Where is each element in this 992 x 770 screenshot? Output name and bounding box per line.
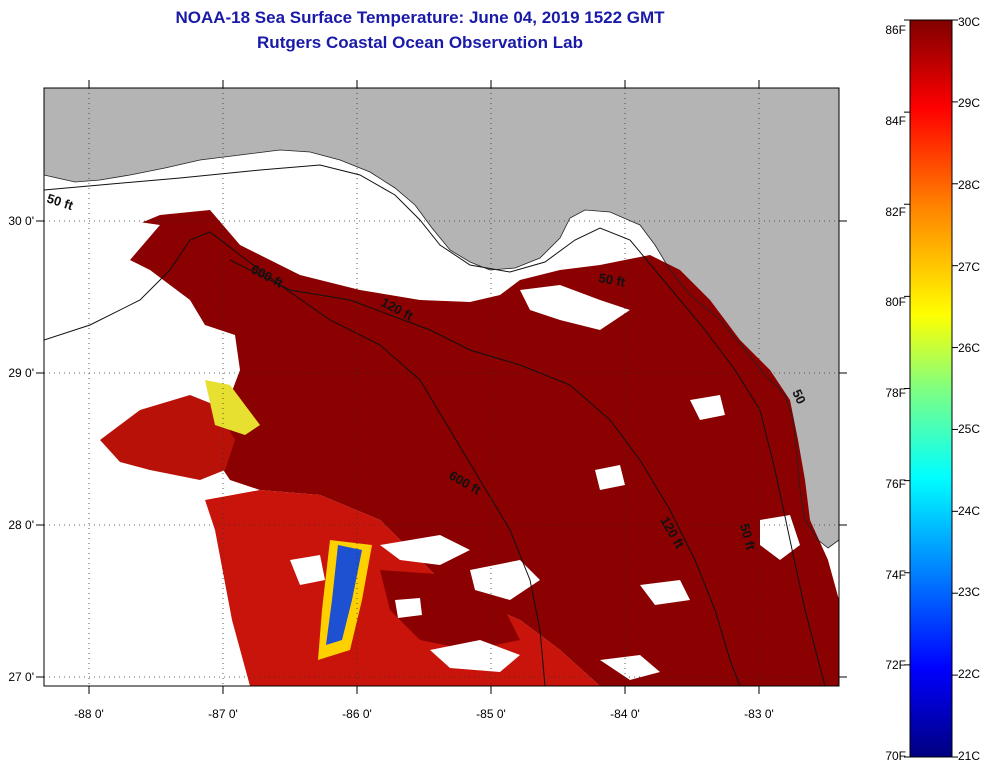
colorbar-c-label: 24C (958, 504, 980, 518)
colorbar-c-label: 25C (958, 422, 980, 436)
colorbar-f-label: 76F (885, 477, 906, 491)
coastline (44, 149, 839, 549)
colorbar-f-label: 72F (885, 658, 906, 672)
colorbar-f-label: 74F (885, 568, 906, 582)
contour-label: 50 (789, 387, 809, 406)
colorbar-f-label: 80F (885, 295, 906, 309)
axis-ticks (36, 80, 847, 694)
depth-contours (44, 164, 826, 686)
colorbar-f-label: 84F (885, 114, 906, 128)
colorbar-f-label: 78F (885, 386, 906, 400)
lon-tick-label: -83 0' (744, 707, 774, 721)
colorbar-c-label: 22C (958, 667, 980, 681)
map-frame (43, 87, 840, 687)
lon-tick-label: -88 0' (74, 707, 104, 721)
colorbar (909, 19, 953, 758)
sst-dark-patch-south (380, 570, 520, 650)
lat-tick-label: 27 0' (8, 670, 34, 684)
colorbar-c-label: 27C (958, 260, 980, 274)
contour-label: 50 ft (737, 522, 759, 552)
cloud-patches (44, 215, 800, 686)
lat-tick-label: 29 0' (8, 366, 34, 380)
colorbar-c-label: 28C (958, 178, 980, 192)
lon-tick-label: -87 0' (208, 707, 238, 721)
map-title: NOAA-18 Sea Surface Temperature: June 04… (175, 8, 665, 27)
map-subtitle: Rutgers Coastal Ocean Observation Lab (257, 33, 583, 52)
colorbar-f-label: 82F (885, 205, 906, 219)
map-area: 50 ft 600 ft 120 ft 50 ft 600 ft 120 ft … (44, 88, 839, 686)
colorbar-ticks (904, 19, 958, 758)
land-mass (44, 88, 839, 548)
colorbar-c-label: 23C (958, 585, 980, 599)
colorbar-f-label: 86F (885, 23, 906, 37)
contour-label: 50 ft (597, 270, 627, 290)
lon-tick-label: -84 0' (610, 707, 640, 721)
sst-red-west (100, 395, 235, 480)
colorbar-f-label: 70F (885, 749, 906, 763)
lat-tick-label: 28 0' (8, 518, 34, 532)
colorbar-c-label: 30C (958, 15, 980, 29)
colorbar-c-label: 29C (958, 96, 980, 110)
lon-tick-label: -85 0' (476, 707, 506, 721)
sst-cold-core (326, 545, 362, 645)
lon-tick-label: -86 0' (342, 707, 372, 721)
colorbar-c-label: 21C (958, 749, 980, 763)
colorbar-c-label: 26C (958, 341, 980, 355)
sst-cool-west (205, 380, 260, 435)
lat-tick-label: 30 0' (8, 214, 34, 228)
sst-warm-core (100, 210, 839, 686)
